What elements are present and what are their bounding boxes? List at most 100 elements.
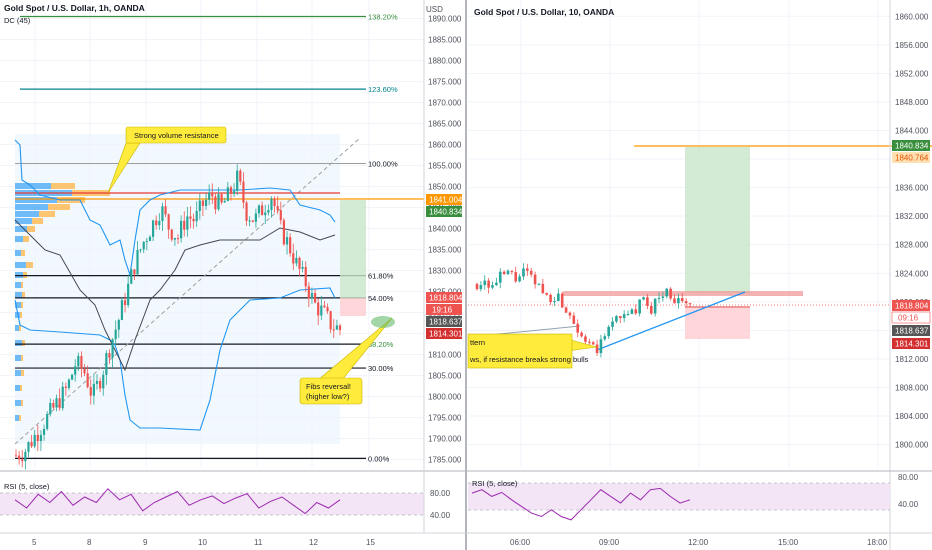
left-candle-body [204, 199, 208, 206]
right-rsi-tick-40: 40.00 [898, 500, 919, 509]
left-donchian-mid-black [14, 219, 336, 372]
left-candle-body [198, 200, 201, 211]
right-candlesticks [475, 263, 692, 358]
volume-bar-blue [15, 272, 23, 278]
left-candle-body [27, 442, 30, 452]
right-candle-body [580, 332, 583, 337]
right-y-tick-label: 1804.000 [895, 412, 929, 421]
left-y-tick-label: 1830.000 [428, 267, 462, 276]
right-rsi-band [468, 483, 890, 510]
right-y-axis[interactable]: 1860.000 1856.000 1852.000 1848.000 1844.000… [895, 12, 929, 449]
right-y-tick-label: 1800.000 [895, 441, 929, 450]
left-fibs-callout[interactable] [299, 377, 363, 405]
left-candle-body [21, 459, 24, 462]
right-candle-body [618, 316, 622, 319]
right-candle-body [487, 280, 490, 288]
left-candle-body [239, 170, 242, 182]
right-candle-body [549, 294, 552, 303]
left-x-tick-label: 5 [32, 538, 37, 547]
left-candle-body [282, 220, 286, 245]
right-candle-body [529, 270, 533, 275]
right-y-tick-label: 1828.000 [895, 241, 929, 250]
left-candle-body [142, 241, 145, 250]
left-candle-body [136, 250, 139, 275]
right-candle-body [510, 270, 514, 273]
volume-bar-blue [15, 197, 57, 203]
left-candle-body [14, 455, 18, 457]
left-target-zone[interactable] [340, 200, 366, 298]
left-candle-body [61, 386, 64, 409]
left-y-tick-label: 1855.000 [428, 162, 462, 171]
left-y-tick-label: 1850.000 [428, 183, 462, 192]
left-donchian-lower-blue [14, 287, 336, 431]
left-candle-body [292, 253, 295, 264]
left-stop-zone[interactable] [340, 298, 366, 316]
left-candle-body [279, 210, 282, 221]
left-candle-body [170, 229, 173, 240]
left-candle-body [120, 300, 124, 320]
volume-bar-orange [21, 302, 23, 308]
r-badge-time-text: 09:16 [898, 314, 919, 323]
left-fibs-callout-text-2: (higher low?) [306, 392, 350, 401]
right-candle-body [491, 285, 494, 288]
left-candle-body [313, 293, 317, 303]
left-candle-body [276, 206, 279, 211]
right-x-axis[interactable]: 06:00 09:00 12:00 15:00 18:00 [510, 538, 888, 547]
left-candle-body [298, 257, 301, 269]
left-y-tick-label: 1890.000 [428, 15, 462, 24]
right-resistance-zone[interactable] [563, 291, 803, 296]
right-candle-body [615, 316, 618, 322]
left-y-tick-label: 1860.000 [428, 141, 462, 150]
fib-label: 100.00% [368, 160, 398, 169]
fib-label: 123.60% [368, 85, 398, 94]
left-y-tick-label: 1805.000 [428, 372, 462, 381]
left-candle-body [273, 198, 276, 207]
left-candle-body [46, 414, 49, 429]
right-candle-body [502, 271, 506, 275]
left-x-axis[interactable]: 5 8 9 10 11 12 15 [32, 538, 375, 547]
left-candle-body [74, 366, 77, 375]
badge-orange-text: 1841.004 [429, 196, 463, 205]
left-candle-body [229, 187, 233, 194]
right-target-zone[interactable] [685, 147, 750, 293]
left-candle-body [58, 398, 61, 409]
right-candle-body [653, 298, 657, 314]
right-x-tick-label: 12:00 [688, 538, 709, 547]
volume-bar-orange [21, 355, 23, 361]
left-candle-body [49, 402, 52, 415]
left-candle-body [151, 220, 155, 237]
right-callout[interactable] [467, 333, 573, 369]
right-candle-body [526, 268, 529, 271]
left-candle-body [323, 305, 326, 308]
right-candle-body [595, 344, 599, 354]
left-candle-body [83, 368, 86, 374]
volume-bar-blue [15, 340, 22, 346]
badge-last-text: 1818.804 [429, 294, 463, 303]
volume-bar-blue [15, 302, 21, 308]
left-rsi-label: RSI (5, close) [4, 482, 50, 491]
right-candle-body [680, 298, 684, 302]
right-y-tick-label: 1856.000 [895, 41, 929, 50]
left-resistance-callout[interactable] [125, 126, 227, 144]
right-y-tick-label: 1860.000 [895, 12, 929, 21]
left-candle-body [99, 380, 102, 389]
left-fib-retracement[interactable]: 138.20% 123.60% 100.00% 61.80% 54.00% 38.20% 3… [15, 13, 398, 464]
right-candle-body [545, 293, 549, 295]
volume-bar-orange [32, 218, 43, 224]
volume-bar-blue [15, 292, 22, 298]
left-rsi-tick-80: 80.00 [430, 489, 451, 498]
left-candle-body [329, 311, 332, 330]
volume-bar-blue [15, 325, 19, 331]
left-rsi-band [0, 493, 424, 515]
right-support-trendline[interactable] [596, 291, 746, 351]
right-candle-body [661, 296, 665, 298]
left-candle-body [155, 220, 158, 226]
left-candle-body [232, 190, 236, 194]
volume-bar-blue [15, 385, 20, 391]
left-candle-body [108, 353, 111, 358]
left-y-axis[interactable]: 1890.000 1885.000 1880.000 1875.000 1870.000… [428, 15, 462, 465]
left-candle-body [301, 267, 304, 269]
badge-orange [426, 194, 462, 205]
right-stop-zone[interactable] [685, 306, 750, 339]
right-candle-body [537, 283, 541, 285]
